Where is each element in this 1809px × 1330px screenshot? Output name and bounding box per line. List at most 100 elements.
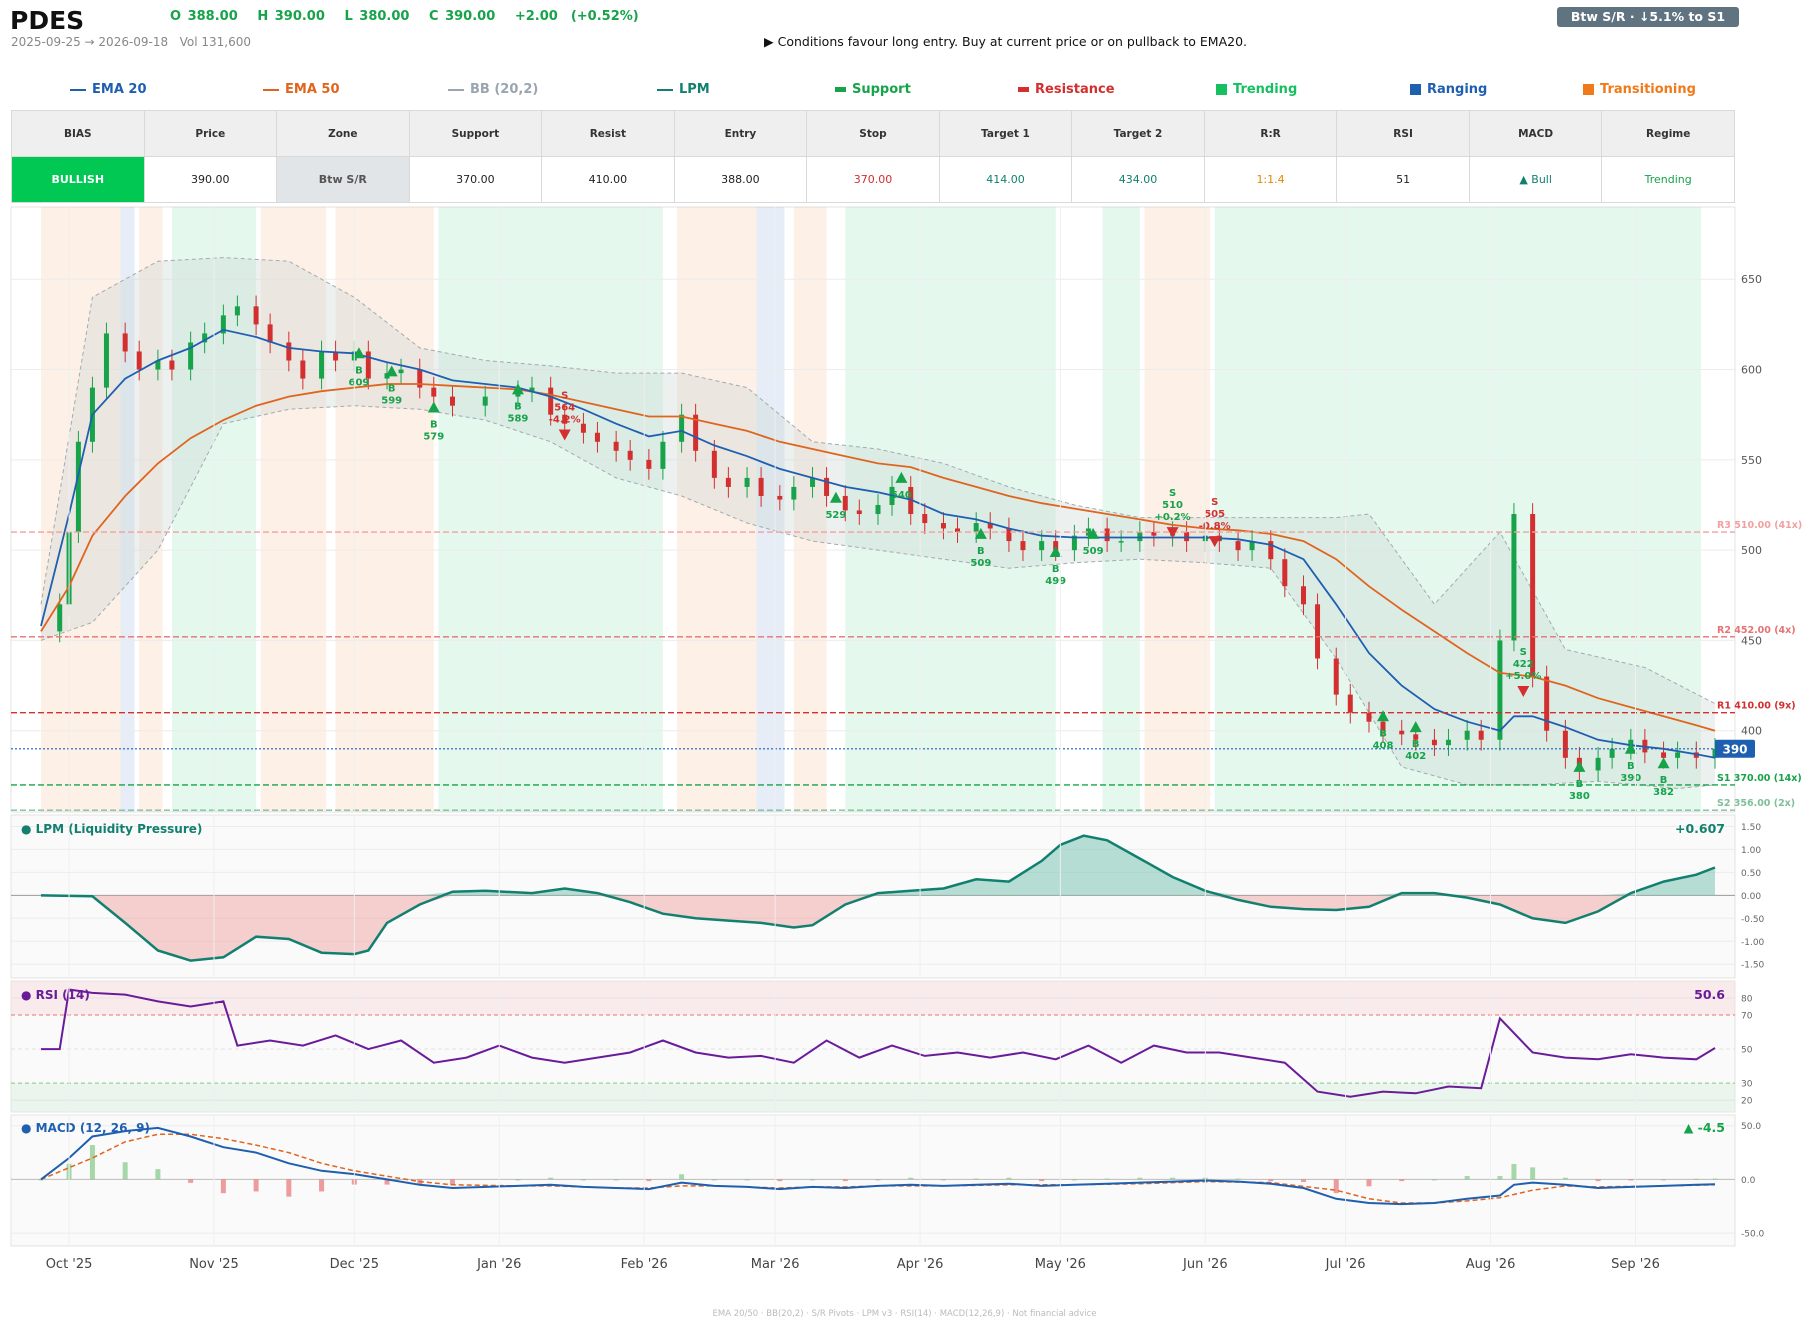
buy-signal-label: 408: [1373, 740, 1394, 751]
summary-table: BIAS Price Zone Support Resist Entry Sto…: [11, 110, 1735, 203]
candle-body: [679, 414, 685, 442]
macd-histogram-bar: [1137, 1177, 1143, 1180]
sell-signal-label: +5.0%: [1505, 671, 1541, 682]
rsi-oversold-zone: [11, 1083, 1735, 1112]
sell-signal-label: S: [561, 391, 568, 402]
buy-signal-label: B: [355, 365, 363, 376]
buy-signal-label: 390: [1620, 773, 1641, 784]
macd-histogram-bar: [1595, 1179, 1601, 1182]
buy-signal-label: 380: [1569, 791, 1590, 802]
candle-body: [1235, 541, 1241, 551]
buy-marker-icon: [1377, 710, 1390, 722]
summary-values-row: BULLISH 390.00 Btw S/R 370.00 410.00 388…: [11, 156, 1735, 203]
lpm-title: ● LPM (Liquidity Pressure): [21, 822, 202, 836]
candle-body: [1071, 535, 1077, 551]
buy-signal-label: 509: [970, 558, 991, 569]
buy-signal-label: 579: [423, 431, 444, 442]
macd-histogram-bar: [1712, 1178, 1718, 1180]
candle-body: [1301, 586, 1307, 605]
ohlc-readout: O 388.00 H 390.00 L 380.00 C 390.00 +2.0…: [170, 9, 639, 24]
legend-item-lpm[interactable]: LPM: [657, 82, 710, 97]
legend-swatch: [1018, 87, 1029, 92]
macd-histogram-bar: [1333, 1179, 1339, 1194]
candle-body: [922, 514, 928, 524]
header-entry: Entry: [673, 110, 808, 157]
macd-histogram-bar: [1661, 1179, 1667, 1181]
legend-item-ranging[interactable]: Ranging: [1410, 82, 1487, 97]
legend-item-resistance[interactable]: Resistance: [1018, 82, 1115, 97]
trade-signal: 509: [1083, 527, 1104, 557]
candle-body: [1104, 528, 1110, 542]
sell-signal-label: +0.2%: [1155, 512, 1191, 523]
candle-body: [1020, 541, 1026, 551]
price-tick-label: 450: [1741, 634, 1762, 647]
macd-histogram-bar: [1628, 1179, 1634, 1181]
candle-body: [660, 441, 666, 469]
candle-body: [1497, 640, 1503, 740]
macd-histogram-bar: [940, 1179, 946, 1181]
buy-marker-icon: [385, 365, 398, 377]
macd-histogram-bar: [711, 1179, 717, 1181]
trade-signal: 540: [891, 471, 912, 501]
candle-body: [940, 523, 946, 529]
candle-body: [1595, 757, 1601, 771]
legend-item-bb[interactable]: BB (20,2): [448, 82, 538, 97]
legend-label: EMA 50: [285, 82, 340, 97]
buy-signal-label: B: [1379, 728, 1387, 739]
rsi-tick-label: 30: [1741, 1080, 1753, 1090]
legend-item-transitioning[interactable]: Transitioning: [1583, 82, 1696, 97]
legend-item-trending[interactable]: Trending: [1216, 82, 1297, 97]
candle-body: [319, 351, 325, 379]
regime-band-trending: [1214, 207, 1701, 812]
candle-body: [1661, 752, 1667, 758]
macd-histogram-bar: [1693, 1178, 1699, 1180]
buy-marker-icon: [1409, 721, 1422, 733]
buy-signal-label: B: [1627, 761, 1635, 772]
legend-swatch: [835, 87, 846, 92]
legend-swatch: [1410, 84, 1421, 95]
candle-body: [562, 414, 568, 424]
buy-signal-label: 402: [1405, 751, 1426, 762]
date-range-volume: 2025-09-25 → 2026-09-18 Vol 131,600: [11, 35, 251, 49]
legend-item-support[interactable]: Support: [835, 82, 911, 97]
target2-cell: 434.00: [1071, 156, 1205, 203]
x-tick-label: Sep '26: [1611, 1257, 1660, 1272]
buy-signal-label: B: [977, 546, 985, 557]
candle-body: [613, 441, 619, 451]
regime-band-transitioning: [1144, 207, 1210, 812]
macd-histogram-bar: [449, 1179, 455, 1185]
candle-body: [136, 351, 142, 370]
macd-histogram-bar: [1497, 1175, 1503, 1180]
rsi-cell: 51: [1336, 156, 1470, 203]
macd-histogram-bar: [1464, 1175, 1470, 1180]
lpm-tick-label: 0.50: [1741, 869, 1761, 879]
sr-level-label: S2 356.00 (2x): [1717, 798, 1795, 809]
regime-band-transitioning: [260, 207, 327, 812]
candle-body: [122, 333, 128, 352]
buy-signal-label: 599: [381, 395, 402, 406]
candle-body: [1431, 739, 1437, 746]
macd-histogram-bar: [1562, 1177, 1568, 1180]
candle-body: [791, 486, 797, 500]
candle-body: [580, 423, 586, 433]
candle-body: [300, 360, 306, 379]
panel-background: [10, 814, 1736, 979]
regime-band-trending: [438, 207, 663, 812]
legend-item-ema50[interactable]: EMA 50: [263, 82, 340, 97]
header-target1: Target 1: [938, 110, 1073, 157]
macd-histogram-bar: [38, 1179, 44, 1181]
x-tick-label: Mar '26: [751, 1257, 800, 1272]
legend-item-ema20[interactable]: EMA 20: [70, 82, 147, 97]
x-tick-label: Aug '26: [1466, 1257, 1516, 1272]
regime-band-trending: [1102, 207, 1140, 812]
candle-body: [810, 477, 816, 487]
candle-body: [1413, 734, 1419, 740]
candle-body: [1249, 541, 1255, 551]
sell-marker-icon: [1208, 536, 1221, 548]
price-tick-label: 550: [1741, 454, 1762, 467]
buy-signal-label: B: [1052, 564, 1060, 575]
macd-histogram-bar: [1039, 1179, 1045, 1182]
